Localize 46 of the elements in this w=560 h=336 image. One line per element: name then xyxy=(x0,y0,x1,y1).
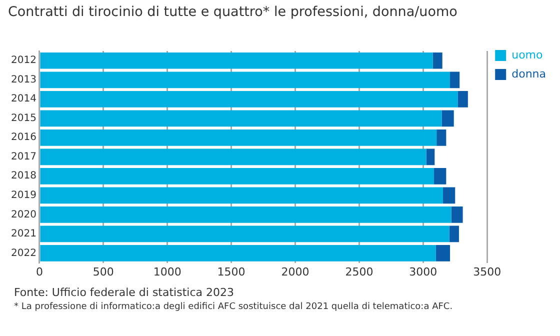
bar xyxy=(40,244,436,262)
y-tick-label: 2017 xyxy=(10,151,36,162)
y-tick-label: 2013 xyxy=(10,74,36,86)
bar xyxy=(432,52,442,69)
bar xyxy=(442,187,456,204)
y-tick-label: 2014 xyxy=(10,94,36,105)
y-tick-label: 2012 xyxy=(10,55,36,66)
y-tick-label: 2018 xyxy=(10,170,36,182)
x-tick-label: 0 xyxy=(36,265,43,278)
bar xyxy=(40,52,433,69)
bar xyxy=(450,72,460,88)
x-tick-label: 3500 xyxy=(473,265,502,278)
source-note: Fonte: Ufficio federale di statistica 2023 xyxy=(14,286,235,299)
bar xyxy=(40,168,434,184)
legend-label: uomo xyxy=(512,48,544,62)
chart-title: Contratti di tirocinio di tutte e quattro* le professioni, donna/uomo xyxy=(8,4,458,20)
x-tick-label: 3000 xyxy=(409,265,438,278)
bar xyxy=(442,110,454,127)
x-tick-label: 1500 xyxy=(217,265,246,278)
x-tick-label: 1000 xyxy=(153,265,182,278)
legend-label: donna xyxy=(512,67,546,80)
bar xyxy=(40,110,442,127)
bar xyxy=(458,90,468,108)
y-tick-label: 2019 xyxy=(10,190,36,202)
y-tick-label: 2016 xyxy=(10,132,36,144)
x-tick-label: 500 xyxy=(92,265,114,278)
bar xyxy=(40,129,437,146)
bar xyxy=(434,168,446,184)
y-tick-label: 2022 xyxy=(10,248,36,259)
y-tick-label: 2020 xyxy=(10,209,36,220)
text: * La professione di informatico:a degli edifici AFC sostituisce dal 2021 quella di telematico:a AFC. xyxy=(14,302,453,312)
y-tick-label: 2021 xyxy=(10,228,36,240)
bar xyxy=(436,129,446,146)
bar xyxy=(449,226,459,242)
bar xyxy=(40,90,458,108)
bar xyxy=(40,226,450,242)
bar xyxy=(426,148,435,166)
bar xyxy=(436,244,450,262)
bar xyxy=(451,206,463,223)
x-tick-label: 2000 xyxy=(281,265,310,278)
bar xyxy=(40,148,426,166)
y-tick-label: 2015 xyxy=(10,112,36,124)
bar xyxy=(40,187,443,204)
bar xyxy=(40,72,450,88)
bar xyxy=(40,206,452,223)
x-tick-label: 2500 xyxy=(345,265,374,278)
